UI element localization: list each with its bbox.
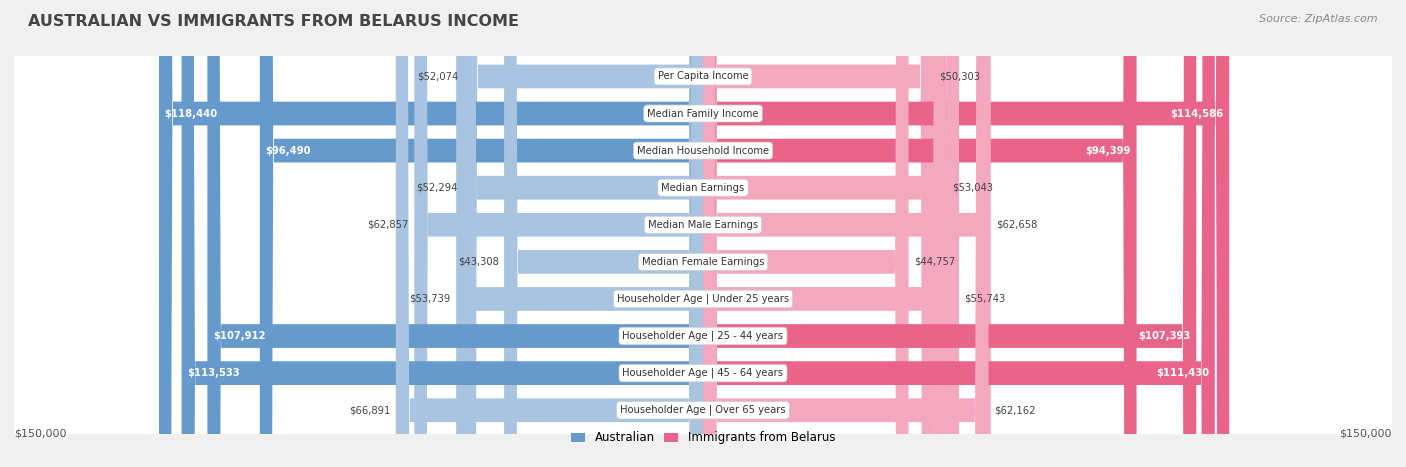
FancyBboxPatch shape (10, 0, 1396, 467)
FancyBboxPatch shape (159, 0, 703, 467)
Text: $150,000: $150,000 (1340, 428, 1392, 438)
FancyBboxPatch shape (703, 0, 1229, 467)
Text: $96,490: $96,490 (266, 146, 311, 156)
FancyBboxPatch shape (10, 0, 1396, 467)
FancyBboxPatch shape (703, 0, 1215, 467)
FancyBboxPatch shape (703, 0, 934, 467)
FancyBboxPatch shape (703, 0, 988, 467)
Text: $66,891: $66,891 (349, 405, 391, 415)
FancyBboxPatch shape (10, 0, 1396, 467)
Text: $52,074: $52,074 (418, 71, 458, 81)
Text: Source: ZipAtlas.com: Source: ZipAtlas.com (1260, 14, 1378, 24)
Text: $52,294: $52,294 (416, 183, 457, 193)
FancyBboxPatch shape (10, 0, 1396, 467)
FancyBboxPatch shape (463, 0, 703, 467)
FancyBboxPatch shape (181, 0, 703, 467)
Text: $55,743: $55,743 (965, 294, 1005, 304)
FancyBboxPatch shape (505, 0, 703, 467)
FancyBboxPatch shape (703, 0, 959, 467)
FancyBboxPatch shape (703, 0, 946, 467)
Text: $114,586: $114,586 (1171, 108, 1223, 119)
Text: $107,393: $107,393 (1139, 331, 1191, 341)
FancyBboxPatch shape (456, 0, 703, 467)
Text: $111,430: $111,430 (1156, 368, 1209, 378)
Text: AUSTRALIAN VS IMMIGRANTS FROM BELARUS INCOME: AUSTRALIAN VS IMMIGRANTS FROM BELARUS IN… (28, 14, 519, 29)
Text: $118,440: $118,440 (165, 108, 218, 119)
FancyBboxPatch shape (395, 0, 703, 467)
Text: $62,658: $62,658 (997, 220, 1038, 230)
Text: $62,857: $62,857 (367, 220, 409, 230)
FancyBboxPatch shape (10, 0, 1396, 467)
Text: $53,043: $53,043 (952, 183, 993, 193)
Text: Median Household Income: Median Household Income (637, 146, 769, 156)
Text: $43,308: $43,308 (458, 257, 499, 267)
Text: Householder Age | 45 - 64 years: Householder Age | 45 - 64 years (623, 368, 783, 378)
Text: $62,162: $62,162 (994, 405, 1035, 415)
FancyBboxPatch shape (10, 0, 1396, 467)
Text: Per Capita Income: Per Capita Income (658, 71, 748, 81)
FancyBboxPatch shape (260, 0, 703, 467)
FancyBboxPatch shape (415, 0, 703, 467)
FancyBboxPatch shape (703, 0, 991, 467)
FancyBboxPatch shape (464, 0, 703, 467)
FancyBboxPatch shape (10, 0, 1396, 467)
FancyBboxPatch shape (10, 0, 1396, 467)
Legend: Australian, Immigrants from Belarus: Australian, Immigrants from Belarus (567, 427, 839, 449)
Text: $53,739: $53,739 (409, 294, 451, 304)
FancyBboxPatch shape (703, 0, 1197, 467)
Text: Median Male Earnings: Median Male Earnings (648, 220, 758, 230)
Text: $94,399: $94,399 (1085, 146, 1130, 156)
Text: Median Female Earnings: Median Female Earnings (641, 257, 765, 267)
Text: Householder Age | 25 - 44 years: Householder Age | 25 - 44 years (623, 331, 783, 341)
Text: $150,000: $150,000 (14, 428, 66, 438)
Text: $113,533: $113,533 (187, 368, 239, 378)
FancyBboxPatch shape (703, 0, 1136, 467)
FancyBboxPatch shape (703, 0, 908, 467)
Text: $50,303: $50,303 (939, 71, 980, 81)
Text: Median Earnings: Median Earnings (661, 183, 745, 193)
FancyBboxPatch shape (207, 0, 703, 467)
Text: Householder Age | Under 25 years: Householder Age | Under 25 years (617, 294, 789, 304)
Text: Householder Age | Over 65 years: Householder Age | Over 65 years (620, 405, 786, 416)
Text: Median Family Income: Median Family Income (647, 108, 759, 119)
Text: $107,912: $107,912 (212, 331, 266, 341)
FancyBboxPatch shape (10, 0, 1396, 467)
FancyBboxPatch shape (10, 0, 1396, 467)
Text: $44,757: $44,757 (914, 257, 955, 267)
